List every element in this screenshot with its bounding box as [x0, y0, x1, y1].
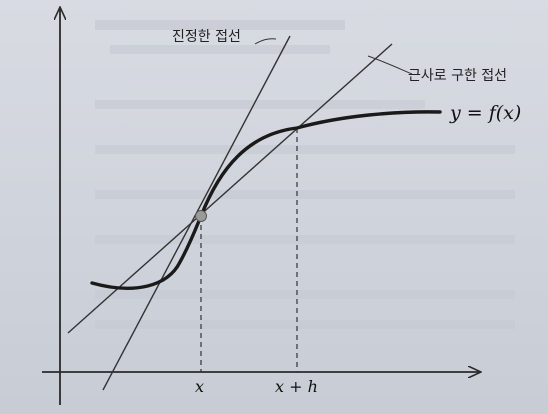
function-label: y = f(x) — [449, 102, 521, 124]
tangent-point — [195, 210, 207, 222]
bg-line — [110, 45, 330, 54]
true-tangent-label: 진정한 접선 — [172, 29, 241, 45]
bg-line — [95, 20, 345, 30]
bg-line — [95, 290, 515, 299]
function-curve — [90, 110, 442, 290]
bg-line — [95, 190, 515, 199]
background-texture — [95, 20, 515, 329]
bg-line — [95, 100, 425, 109]
approx-tangent-label: 근사로 구한 접선 — [408, 68, 507, 84]
approx-tangent-line — [67, 43, 393, 334]
tick-label-x-plus-h: x + h — [275, 377, 318, 396]
bg-line — [95, 145, 515, 154]
tick-label-x: x — [195, 377, 204, 396]
approx-tangent-leader — [367, 55, 413, 75]
bg-line — [95, 320, 515, 329]
true-tangent-leader — [254, 38, 277, 45]
bg-line — [95, 235, 515, 244]
